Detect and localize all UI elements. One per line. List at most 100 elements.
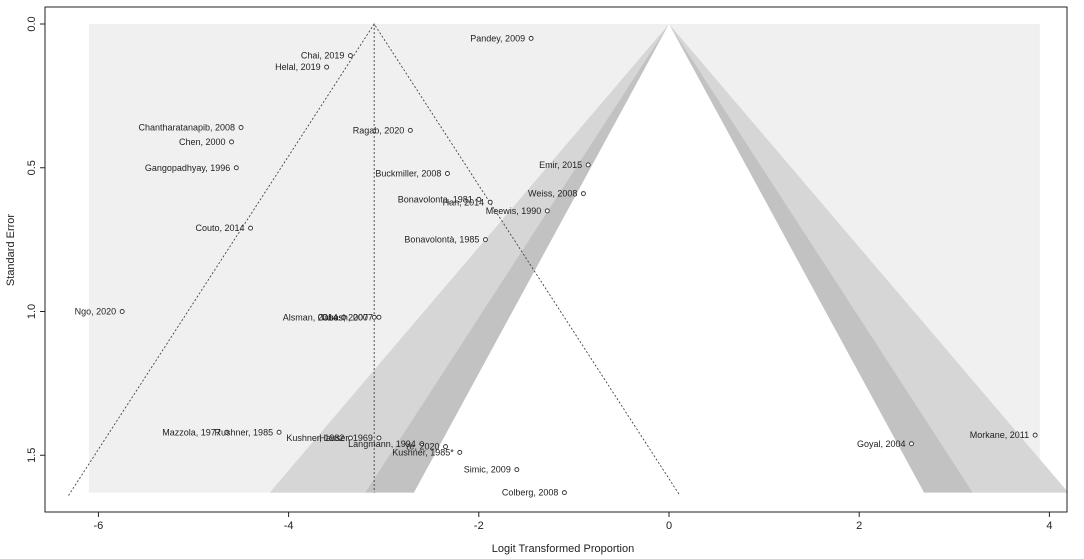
study-point: Bonavolontà, 1985 — [404, 235, 488, 245]
study-point: Chen, 2000 — [179, 137, 234, 147]
study-point: Rushner, 1985 — [215, 427, 282, 437]
plot-border — [44, 6, 1068, 513]
point-label: Kushner, 1982 — [286, 433, 344, 443]
point-label: Bonavolonta, 1981 — [398, 194, 473, 204]
study-point: Ghosh, 2007 — [321, 312, 382, 322]
point-label: Bonavolontà, 1985 — [404, 235, 479, 245]
point-label: Emir, 2015 — [539, 160, 582, 170]
x-tick-label: -4 — [284, 520, 294, 532]
point-marker — [347, 435, 353, 441]
point-label: Chen, 2000 — [179, 137, 226, 147]
point-marker — [487, 199, 493, 205]
point-marker — [561, 490, 567, 496]
point-marker — [376, 314, 382, 320]
x-tick-label: 2 — [856, 520, 862, 532]
study-point: Hauser, 1969 — [319, 433, 382, 443]
study-point: Emir, 2015 — [539, 160, 591, 170]
study-point: Ye, 2020 — [404, 442, 448, 452]
study-point: Buckmiller, 2008 — [375, 169, 450, 179]
contour-band-95-right — [669, 24, 973, 493]
study-point: Casas, 2007 — [318, 312, 377, 322]
study-point: Ngo, 2020 — [75, 307, 125, 317]
point-marker — [514, 467, 520, 473]
contour-band-95-left — [365, 24, 669, 493]
point-label: Han, 2014 — [443, 197, 485, 207]
x-tick-label: -2 — [474, 520, 484, 532]
study-point: Han, 2014 — [443, 197, 493, 207]
point-label: Ragab, 2020 — [353, 125, 405, 135]
x-tick-label: -6 — [94, 520, 104, 532]
pooled-funnel — [68, 23, 681, 496]
point-marker — [347, 53, 353, 59]
point-label: Ngo, 2020 — [75, 307, 117, 317]
point-label: Langmann, 1994 — [348, 439, 416, 449]
study-point: Goyal, 2004 — [857, 439, 914, 449]
point-label: Chantharatanapib, 2008 — [138, 123, 235, 133]
point-label: Meewis, 1990 — [486, 206, 542, 216]
point-marker — [407, 127, 413, 133]
point-marker — [528, 35, 534, 41]
point-label: Simic, 2009 — [464, 465, 511, 475]
point-marker — [371, 314, 377, 320]
point-marker — [248, 225, 254, 231]
x-axis-title: Logit Transformed Proportion — [492, 543, 634, 555]
point-label: Couto, 2014 — [196, 223, 245, 233]
point-label: Kushner, 1985* — [392, 447, 454, 457]
point-label: Casas, 2007 — [318, 312, 369, 322]
y-tick-label: 1.0 — [26, 304, 38, 319]
point-marker — [119, 309, 125, 314]
point-label: Weiss, 2008 — [528, 189, 577, 199]
study-point: Meewis, 1990 — [486, 206, 550, 216]
y-axis-title: Standard Error — [5, 214, 17, 286]
point-marker — [457, 449, 463, 455]
study-point: Ragab, 2020 — [353, 125, 413, 135]
point-marker — [476, 196, 482, 202]
point-marker — [341, 314, 347, 320]
study-point: Gangopadhyay, 1996 — [145, 163, 239, 173]
point-label: Alsman, 2014 — [283, 312, 338, 322]
study-point: Kushner, 1985* — [392, 447, 463, 457]
study-point: Couto, 2014 — [196, 223, 254, 233]
point-label: Helal, 2019 — [275, 62, 321, 72]
y-tick-label: 1.5 — [26, 448, 38, 463]
point-label: Ghosh, 2007 — [321, 312, 373, 322]
point-label: Hauser, 1969 — [319, 433, 373, 443]
study-point: Chai, 2019 — [301, 51, 353, 61]
point-marker — [444, 171, 450, 176]
point-label: Pandey, 2009 — [470, 33, 525, 43]
point-label: Goyal, 2004 — [857, 439, 906, 449]
point-label: Ye, 2020 — [404, 442, 439, 452]
point-marker — [544, 208, 550, 214]
study-point: Simic, 2009 — [464, 465, 520, 475]
point-label: Rushner, 1985 — [215, 427, 274, 437]
x-tick-label: 4 — [1046, 520, 1052, 532]
significance-contours — [88, 24, 1069, 493]
study-point: Weiss, 2008 — [528, 189, 586, 199]
study-point: Helal, 2019 — [275, 62, 330, 72]
point-marker — [585, 162, 591, 168]
y-tick-label: 0.5 — [26, 160, 38, 175]
study-point: Pandey, 2009 — [470, 33, 534, 43]
point-marker — [376, 435, 382, 441]
point-marker — [276, 429, 282, 435]
point-label: Buckmiller, 2008 — [375, 169, 441, 179]
point-marker — [224, 429, 230, 435]
point-marker — [443, 444, 448, 450]
study-point: Kushner, 1982 — [286, 433, 353, 443]
point-label: Morkane, 2011 — [970, 430, 1029, 440]
contour-band-99-right — [669, 24, 1069, 493]
study-point: Colberg, 2008 — [502, 488, 567, 498]
contour-band-90 — [414, 24, 924, 493]
point-label: Mazzola, 1977 — [162, 427, 221, 437]
point-marker — [1032, 432, 1038, 438]
point-marker — [324, 64, 330, 70]
y-tick-label: 0.0 — [26, 16, 38, 31]
study-point: Morkane, 2011 — [970, 430, 1038, 440]
axes: -6 -4 -2 0 2 4 0.0 0.5 1.0 1.5 — [26, 16, 1052, 532]
point-label: Colberg, 2008 — [502, 488, 559, 498]
plot-frame — [44, 6, 1068, 513]
contour-band-99-left — [269, 24, 669, 493]
point-marker — [229, 139, 234, 145]
